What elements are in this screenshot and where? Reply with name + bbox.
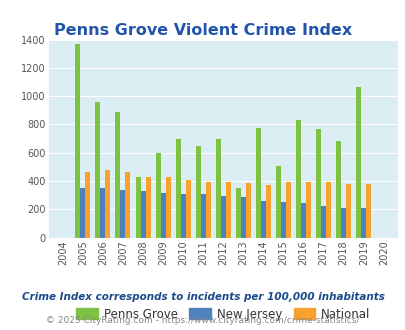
Bar (200, 194, 205, 238)
Text: Penns Grove Violent Crime Index: Penns Grove Violent Crime Index (54, 23, 351, 38)
Bar (105, 170, 110, 238)
Bar (235, 188, 240, 238)
Text: © 2025 CityRating.com - https://www.cityrating.com/crime-statistics/: © 2025 CityRating.com - https://www.city… (46, 315, 359, 325)
Bar (275, 166, 280, 238)
Bar (265, 184, 270, 238)
Bar (240, 197, 245, 238)
Bar (365, 184, 371, 238)
Bar (205, 182, 210, 238)
Bar (125, 172, 130, 238)
Bar (315, 129, 320, 238)
Bar (225, 182, 230, 238)
Bar (295, 119, 301, 238)
Bar (80, 188, 85, 238)
Bar (195, 146, 200, 238)
Bar (335, 142, 340, 238)
Bar (215, 139, 220, 238)
Bar (280, 202, 285, 238)
Bar (185, 180, 190, 238)
Bar (85, 172, 90, 238)
Bar (165, 177, 170, 238)
Bar (245, 183, 250, 238)
Bar (115, 113, 120, 238)
Bar (340, 208, 345, 238)
Bar (260, 201, 265, 238)
Bar (135, 177, 140, 238)
Bar (255, 128, 260, 238)
Bar (360, 208, 365, 238)
Bar (320, 206, 325, 238)
Bar (305, 182, 310, 238)
Bar (355, 87, 360, 238)
Bar (155, 153, 160, 238)
Bar (75, 44, 80, 238)
Bar (220, 196, 225, 238)
Bar (100, 188, 105, 238)
Bar (95, 102, 100, 238)
Bar (301, 203, 305, 238)
Bar (345, 184, 350, 238)
Text: Crime Index corresponds to incidents per 100,000 inhabitants: Crime Index corresponds to incidents per… (21, 292, 384, 302)
Bar (145, 177, 150, 238)
Legend: Penns Grove, New Jersey, National: Penns Grove, New Jersey, National (72, 303, 374, 325)
Bar (180, 194, 185, 238)
Bar (120, 190, 125, 238)
Bar (175, 139, 180, 238)
Bar (160, 193, 165, 238)
Bar (140, 191, 145, 238)
Bar (325, 182, 330, 238)
Bar (285, 182, 290, 238)
